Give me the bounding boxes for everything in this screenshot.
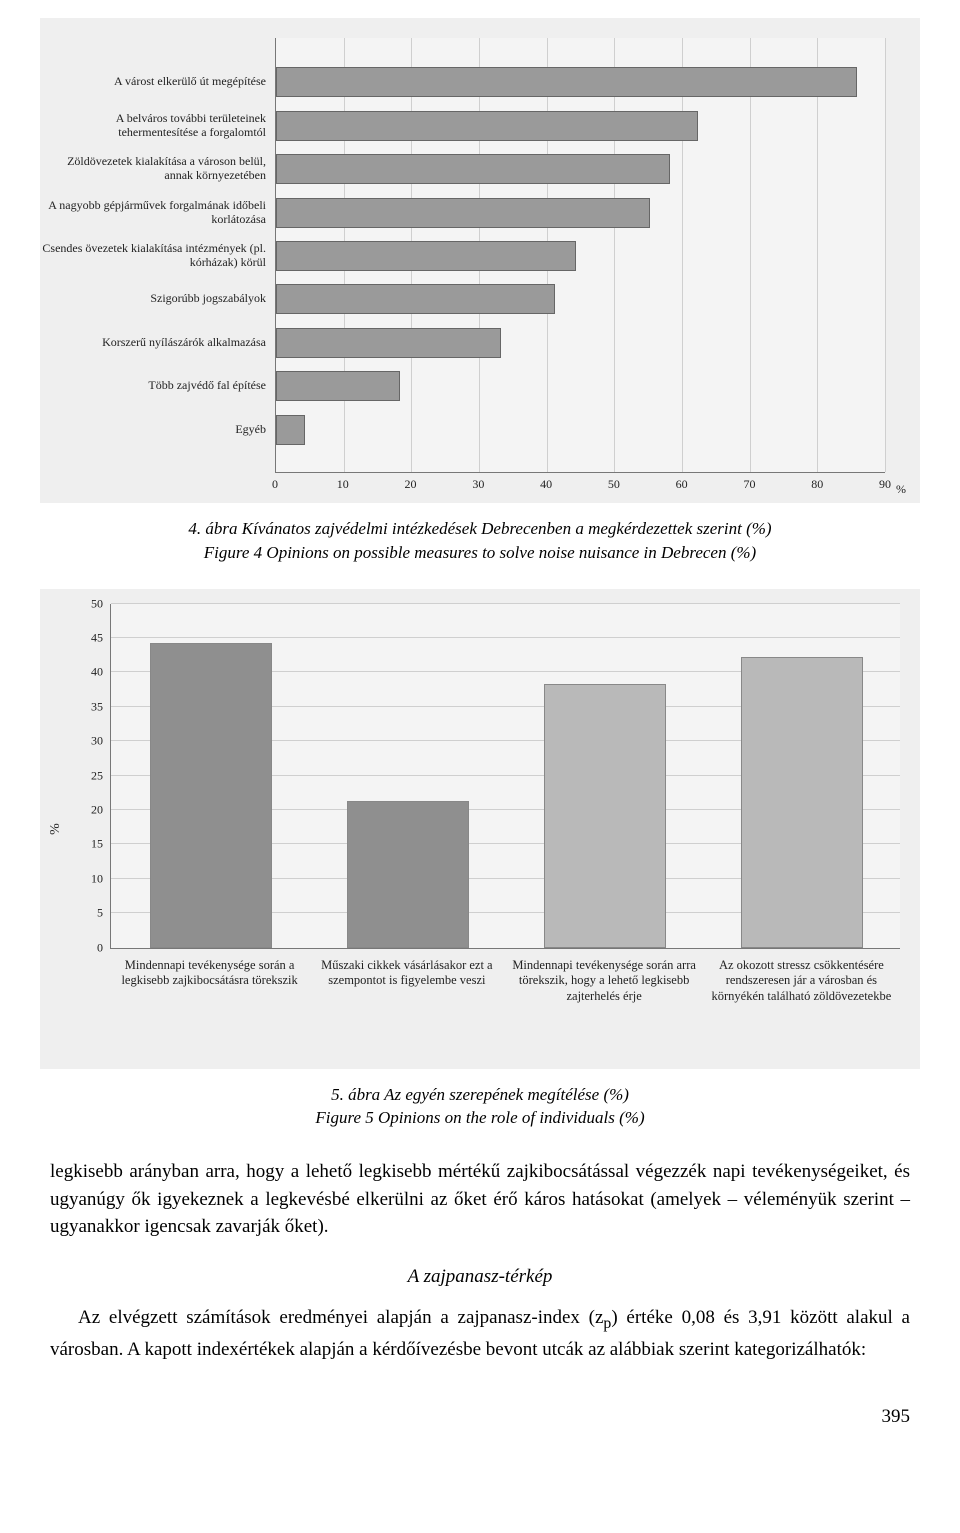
fig4-bar xyxy=(276,415,305,445)
fig4-xtick: 30 xyxy=(472,477,484,492)
fig4-row: A várost elkerülő út megépítése xyxy=(276,67,885,97)
fig5-category-label: Műszaki cikkek vásárlásakor ezt a szempo… xyxy=(314,948,499,989)
fig4-caption-line1: 4. ábra Kívánatos zajvédelmi intézkedése… xyxy=(188,519,771,538)
fig4-category-label: A belváros további területeinek tehermen… xyxy=(41,112,276,140)
fig4-bar xyxy=(276,328,501,358)
fig5-ytick: 40 xyxy=(91,665,111,680)
fig5-ytick: 30 xyxy=(91,734,111,749)
fig4-xtick: 50 xyxy=(608,477,620,492)
fig5-plot-area: 05101520253035404550Mindennapi tevékenys… xyxy=(110,604,900,949)
fig4-xtick: 80 xyxy=(811,477,823,492)
body-text: legkisebb arányban arra, hogy a lehető l… xyxy=(50,1158,910,1363)
fig4-x-unit: % xyxy=(896,482,906,497)
fig4-xtick: 10 xyxy=(337,477,349,492)
fig4-category-label: Szigorúbb jogszabályok xyxy=(41,292,276,306)
fig4-category-label: Egyéb xyxy=(41,423,276,437)
fig5-ytick: 45 xyxy=(91,631,111,646)
fig5-bar-wrap: Az okozott stressz csökkentésére rendsze… xyxy=(741,657,861,948)
fig4-category-label: A várost elkerülő út megépítése xyxy=(41,75,276,89)
fig4-bar xyxy=(276,198,650,228)
fig4-row: Korszerű nyílászárók alkalmazása xyxy=(276,328,885,358)
fig5-ytick: 50 xyxy=(91,596,111,611)
fig5-bar xyxy=(150,643,272,948)
fig5-chart: % 05101520253035404550Mindennapi tevéken… xyxy=(40,589,920,1069)
fig5-category-label: Mindennapi tevékenysége során arra törek… xyxy=(512,948,697,1005)
fig5-ytick: 0 xyxy=(97,940,111,955)
para-2: Az elvégzett számítások eredményei alapj… xyxy=(50,1304,910,1363)
fig5-bar-wrap: Mindennapi tevékenysége során arra törek… xyxy=(544,684,664,947)
page-number: 395 xyxy=(0,1406,910,1428)
fig4-xtick: 60 xyxy=(676,477,688,492)
fig4-row: Szigorúbb jogszabályok xyxy=(276,284,885,314)
para-2a: Az elvégzett számítások eredményei alapj… xyxy=(78,1307,603,1328)
fig4-row: A nagyobb gépjárművek forgalmának időbel… xyxy=(276,198,885,228)
fig4-category-label: Zöldövezetek kialakítása a városon belül… xyxy=(41,155,276,183)
fig4-row: Zöldövezetek kialakítása a városon belül… xyxy=(276,154,885,184)
fig5-ytick: 35 xyxy=(91,699,111,714)
fig4-bar xyxy=(276,284,555,314)
para-1: legkisebb arányban arra, hogy a lehető l… xyxy=(50,1158,910,1241)
fig4-xtick: 40 xyxy=(540,477,552,492)
fig4-bar xyxy=(276,241,576,271)
fig5-caption: 5. ábra Az egyén szerepének megítélése (… xyxy=(80,1083,880,1131)
fig4-caption: 4. ábra Kívánatos zajvédelmi intézkedése… xyxy=(80,517,880,565)
fig4-row: Egyéb xyxy=(276,415,885,445)
fig4-category-label: Csendes övezetek kialakítása intézmények… xyxy=(41,242,276,270)
fig5-bar xyxy=(347,801,469,947)
section-title: A zajpanasz-térkép xyxy=(50,1263,910,1291)
fig4-category-label: A nagyobb gépjárművek forgalmának időbel… xyxy=(41,199,276,227)
fig4-row: Több zajvédő fal építése xyxy=(276,371,885,401)
page: A várost elkerülő út megépítéseA belváro… xyxy=(0,18,960,1468)
fig4-bar xyxy=(276,111,698,141)
fig5-ytick: 25 xyxy=(91,768,111,783)
fig5-caption-line1: 5. ábra Az egyén szerepének megítélése (… xyxy=(331,1085,629,1104)
fig5-ytick: 20 xyxy=(91,803,111,818)
fig4-xtick: 90 xyxy=(879,477,891,492)
fig5-category-label: Az okozott stressz csökkentésére rendsze… xyxy=(709,948,894,1005)
fig5-caption-line2: Figure 5 Opinions on the role of individ… xyxy=(315,1108,644,1127)
fig5-category-label: Mindennapi tevékenysége során a legkiseb… xyxy=(117,948,302,989)
fig5-bar-wrap: Műszaki cikkek vásárlásakor ezt a szempo… xyxy=(347,801,467,947)
fig4-bar xyxy=(276,371,400,401)
fig4-x-ticks: 0102030405060708090 xyxy=(275,477,885,497)
fig5-ytick: 10 xyxy=(91,871,111,886)
fig4-row: Csendes övezetek kialakítása intézmények… xyxy=(276,241,885,271)
fig5-bar xyxy=(741,657,863,948)
fig4-category-label: Korszerű nyílászárók alkalmazása xyxy=(41,336,276,350)
fig5-ytick: 15 xyxy=(91,837,111,852)
fig5-bar-wrap: Mindennapi tevékenysége során a legkiseb… xyxy=(150,643,270,948)
fig4-row: A belváros további területeinek tehermen… xyxy=(276,111,885,141)
fig4-caption-line2: Figure 4 Opinions on possible measures t… xyxy=(204,543,756,562)
fig5-bar xyxy=(544,684,666,947)
fig4-plot-area: A várost elkerülő út megépítése A belváro… xyxy=(275,38,885,473)
fig4-xtick: 70 xyxy=(743,477,755,492)
fig4-bar xyxy=(276,154,670,184)
fig4-category-label: Több zajvédő fal építése xyxy=(41,379,276,393)
fig5-ytick: 5 xyxy=(97,906,111,921)
fig4-xtick: 20 xyxy=(405,477,417,492)
fig4-chart: A várost elkerülő út megépítéseA belváro… xyxy=(40,18,920,503)
fig4-xtick: 0 xyxy=(272,477,278,492)
fig5-y-label: % xyxy=(48,823,64,835)
fig4-bar xyxy=(276,67,857,97)
